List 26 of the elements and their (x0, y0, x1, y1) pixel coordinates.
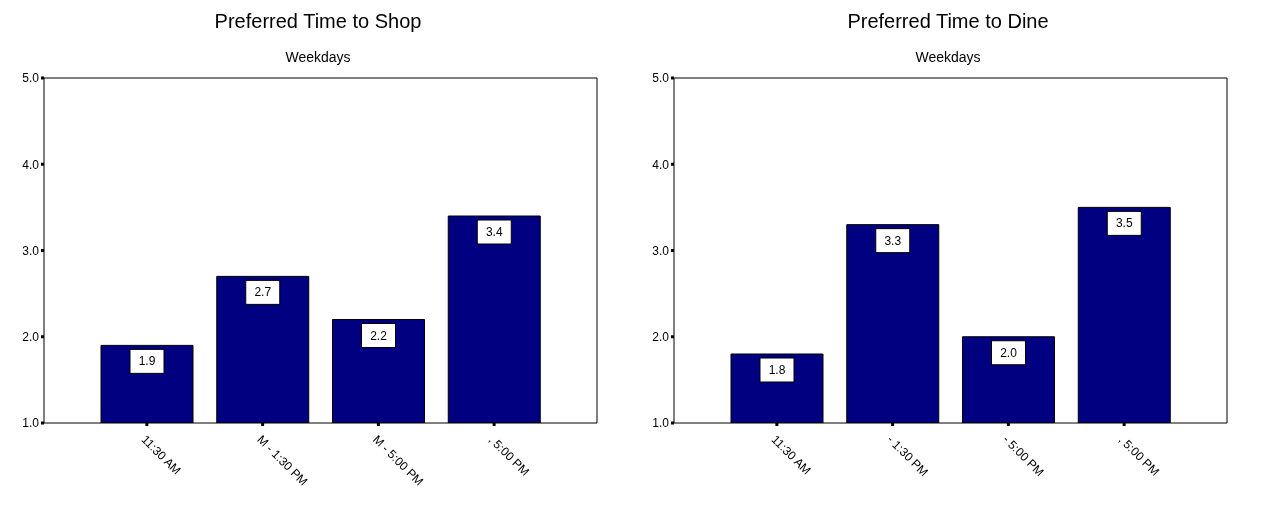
y-tick-label: 5.0 (652, 71, 670, 86)
y-tick-label: 5.0 (22, 71, 40, 86)
x-tick-label: , 5:00 PM (485, 432, 532, 479)
data-label: 1.9 (138, 354, 156, 369)
data-label: 3.4 (485, 225, 503, 239)
data-label: 1.8 (768, 363, 786, 377)
y-tick-label: 2.0 (652, 330, 670, 345)
chart-title: Preferred Time to Dine (846, 10, 1050, 33)
chart-subtitle: Weekdays (914, 49, 982, 65)
data-label: 3.5 (1115, 216, 1133, 231)
x-tick-label: M - 1:30 PM (254, 432, 311, 489)
data-label: 2.7 (254, 285, 272, 300)
y-tick-label: 1.0 (22, 416, 40, 431)
y-tick-label: 3.0 (652, 243, 670, 258)
chart-title: Preferred Time to Shop (213, 10, 423, 33)
data-label: 3.3 (884, 233, 902, 248)
chart-subtitle: Weekdays (284, 49, 352, 65)
y-tick-label: 2.0 (22, 330, 40, 345)
y-tick-label: 4.0 (652, 157, 670, 172)
data-label: 2.0 (1000, 345, 1018, 360)
y-tick-label: 4.0 (22, 157, 40, 172)
y-tick-label: 3.0 (22, 243, 40, 258)
x-tick-label: , 5:00 PM (1115, 432, 1162, 479)
data-label: 2.2 (370, 328, 388, 343)
x-tick-label: - 1:30 PM (884, 432, 931, 480)
y-tick-label: 1.0 (652, 416, 670, 431)
